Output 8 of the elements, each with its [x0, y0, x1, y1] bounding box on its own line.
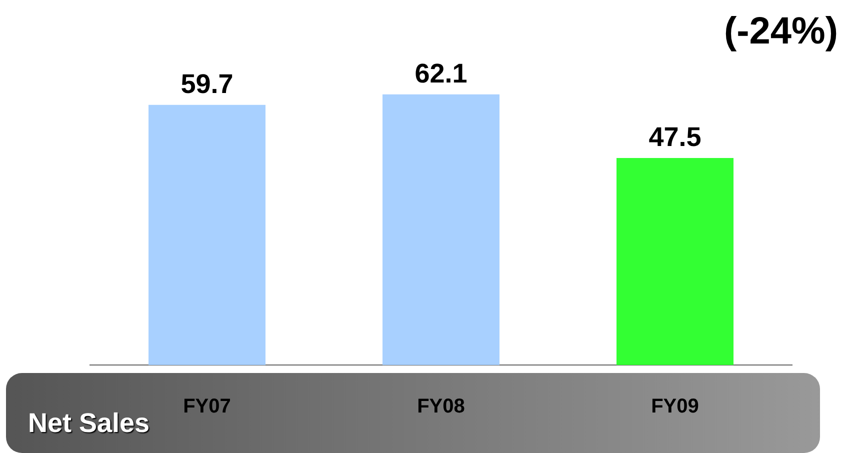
x-tick-label: FY07	[183, 396, 231, 418]
x-tick-label: FY08	[417, 396, 465, 418]
text: (-24%)	[724, 10, 838, 52]
data-label: 62.1	[414, 58, 468, 88]
data-label: 47.5	[648, 122, 702, 152]
data-label: 59.7	[180, 68, 234, 99]
x-tick-label: FY09	[651, 396, 699, 418]
text: Net Sales	[28, 408, 150, 439]
